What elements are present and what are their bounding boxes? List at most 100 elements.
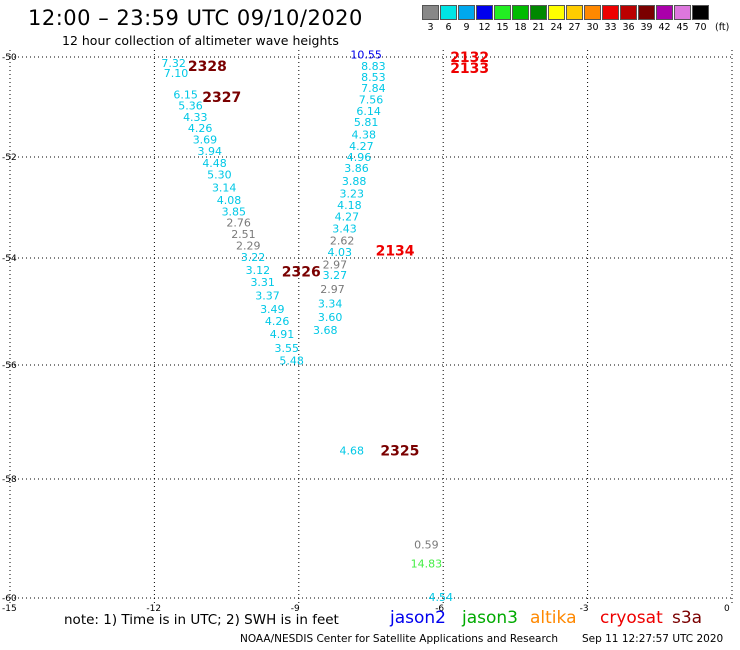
page-subtitle: 12 hour collection of altimeter wave hei… [62,33,339,48]
wave-height-label: 4.38 [352,129,377,142]
color-scale-label: 15 [496,22,509,33]
color-scale-swatch [674,5,691,20]
wave-height-label: 7.56 [359,94,384,107]
color-scale-label: 24 [550,22,563,33]
wave-height-label: 5.48 [279,355,304,368]
wave-height-label: 2.76 [226,217,251,230]
satellite-legend-item: jason3 [462,608,518,628]
color-scale-label: 3 [427,22,434,33]
wave-height-label: 5.30 [207,169,232,182]
wave-height-label: 5.36 [178,100,203,113]
color-scale-label: 30 [586,22,599,33]
wave-height-label: 3.69 [193,134,218,147]
wave-height-label: 4.68 [339,445,364,458]
wave-height-label: 7.32 [161,57,186,70]
wave-height-label: 3.37 [255,289,280,302]
longitude-tick-label: -6 [435,604,444,614]
latitude-tick-label: -58 [2,475,17,485]
wave-height-label: 4.26 [265,315,290,328]
satellite-legend-item: cryosat [600,608,663,628]
color-scale-swatch [422,5,439,20]
wave-height-label: 6.15 [173,89,198,102]
color-scale-label: 70 [694,22,707,33]
wave-height-label: 2.29 [236,239,261,252]
color-scale-label: 9 [463,22,470,33]
footer-timestamp: Sep 11 12:27:57 UTC 2020 [582,633,724,645]
wave-height-label: 7.84 [361,82,386,95]
wave-height-label: 4.08 [217,194,242,207]
color-scale-swatch [512,5,529,20]
longitude-tick-label: -3 [580,604,589,614]
color-scale-swatch [458,5,475,20]
wave-height-label: 4.33 [183,111,208,124]
wave-height-label: 2.62 [330,234,355,247]
color-scale-swatch [656,5,673,20]
color-scale-label: 36 [622,22,635,33]
color-scale-swatch [548,5,565,20]
wave-height-label: 3.86 [344,162,369,175]
longitude-tick-label: -9 [291,604,300,614]
color-scale-swatch [440,5,457,20]
wave-height-label: 3.94 [198,145,223,158]
wave-height-label: 4.27 [349,140,374,153]
pass-number-label: 2325 [380,444,419,460]
wave-height-label: 3.55 [275,342,300,355]
wave-height-label: 3.68 [313,324,338,337]
longitude-tick-label: -15 [2,604,17,614]
color-scale-swatch [638,5,655,20]
color-scale-label: 42 [658,22,671,33]
pass-number-label: 2326 [282,264,321,280]
wave-height-label: 3.31 [250,276,275,289]
wave-height-label: 8.83 [361,60,386,73]
wave-height-label: 10.55 [350,49,382,62]
color-scale-label: 21 [532,22,545,33]
wave-height-label: 4.48 [202,157,227,170]
pass-number-label: 2328 [188,59,227,75]
wave-height-label: 0.59 [414,538,439,551]
wave-height-label: 4.18 [337,199,362,212]
latitude-tick-label: -60 [2,594,17,604]
longitude-tick-label: -12 [146,604,161,614]
wave-height-label: 3.12 [246,264,271,277]
latitude-tick-label: -50 [2,53,17,63]
color-scale-label: 39 [640,22,653,33]
wave-height-label: 3.34 [318,297,343,310]
wave-height-label: 3.49 [260,303,285,316]
wave-height-observations: 7.327.106.155.364.334.263.693.944.485.30… [161,49,453,604]
wave-height-label: 2.97 [323,258,348,271]
color-scale-label: 18 [514,22,527,33]
footer-credit: NOAA/NESDIS Center for Satellite Applica… [240,633,558,645]
satellite-legend-item: s3a [672,608,703,628]
wave-height-label: 3.43 [332,223,357,236]
map-grid [9,50,733,603]
color-scale-label: 27 [568,22,581,33]
wave-height-label: 6.14 [356,105,381,118]
color-scale-unit: (ft) [715,22,730,33]
page-title: 12:00 – 23:59 UTC 09/10/2020 [28,6,363,30]
wave-height-label: 3.27 [323,269,348,282]
color-scale-label: 45 [676,22,689,33]
wave-height-label: 4.96 [347,151,372,164]
wave-height-label: 4.27 [335,211,360,224]
wave-height-label: 4.26 [188,122,213,135]
wave-height-label: 3.23 [339,187,364,200]
wave-height-label: 14.83 [411,557,443,570]
color-scale-swatch [494,5,511,20]
color-scale-label: 33 [604,22,617,33]
color-scale-swatch [566,5,583,20]
satellite-legend-item: jason2 [390,608,446,628]
color-scale-swatch [584,5,601,20]
satellite-legend-item: altika [530,608,577,628]
color-scale-swatch [692,5,709,20]
wave-height-label: 3.85 [222,206,247,219]
wave-height-label: 2.97 [320,283,345,296]
axis-tick-labels: -50 -52 -54 -56 -58 -60-15 -12 -9 -6 -3 0 [2,53,730,614]
wave-height-label: 7.10 [164,67,189,80]
color-scale-swatch [530,5,547,20]
wave-height-label: 3.88 [342,175,367,188]
wave-height-label: 3.22 [241,251,266,264]
color-scale-label: 6 [445,22,452,33]
pass-number-label: 2133 [450,61,489,77]
